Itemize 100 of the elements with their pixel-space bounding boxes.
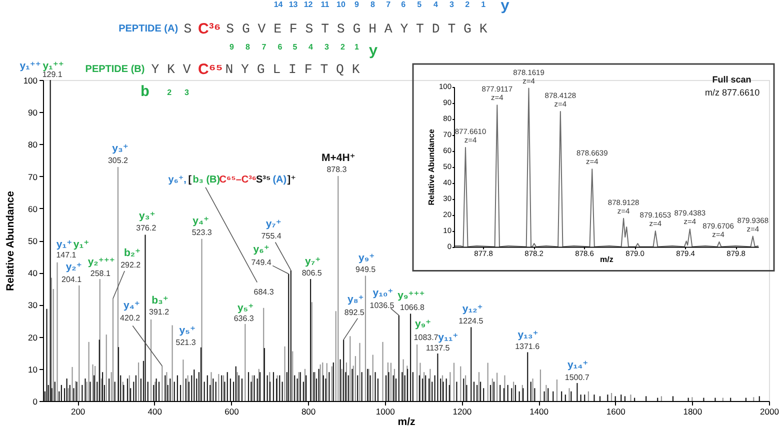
text: 1 [481,0,486,9]
annotation: 305.2 [108,156,129,165]
x-tick-label: 1400 [530,406,549,416]
y-tick-label: 70 [28,172,38,182]
y-tick-label: 10 [28,364,38,374]
annotation: 376.2 [136,224,157,233]
annotation: y₂⁺ [66,261,82,274]
annotation: y₉⁺⁺⁺ [398,290,425,302]
annotation: y₁₂⁺ [462,302,483,315]
annotation: 1083.7 [414,333,439,342]
x-tick-label: 400 [148,406,162,416]
annotation: (A) [272,174,287,186]
annotation: 1224.5 [458,316,484,326]
y-tick-label: 0 [32,396,38,406]
annotation: 1371.6 [515,342,540,352]
annotation: y₉⁺ [414,318,432,330]
annotation: 3 [184,88,190,97]
annotation: y₇⁺ [266,218,282,230]
annotation: 521.3 [176,338,196,347]
annotation: 749.4 [251,258,272,267]
annotation: y₂⁺⁺⁺ [88,256,115,268]
annotation: 292.2 [120,260,142,270]
annotation: 755.4 [261,232,282,241]
text: 7 [386,0,392,9]
annotation: 2 [167,88,172,97]
text: 10 [336,0,346,9]
text: y [500,0,510,15]
y-tick-label: 50 [28,236,38,246]
annotation: y₆⁺, [168,174,187,186]
y-tick-label: 80 [28,140,38,150]
y-axis-title: Relative Abundance [4,190,16,291]
text: y [368,43,378,60]
annotation: 204.1 [62,274,82,284]
annotation: y₆⁺ [253,244,270,256]
text: 2 [465,0,470,9]
annotation: 129.1 [42,70,63,79]
x-tick-label: 800 [301,406,316,416]
annotation: 1036.5 [370,300,395,310]
text: N Y G L I F T Q K [225,62,360,77]
y-tick-label: 100 [23,76,38,86]
annotation: ]⁺ [287,174,296,186]
annotation: y₈⁺ [348,294,364,306]
text: PEPTIDE (B) [85,64,145,75]
text: 6 [278,42,283,52]
x-axis-title: m/z [398,416,416,428]
chart-subtitle: m/z 877.6610 [705,87,760,98]
y-tick-label: 40 [28,268,38,278]
annotation: 420.2 [120,313,141,322]
y-tick-label: 90 [28,108,38,118]
annotation: b [140,84,150,101]
text: 3 [449,0,454,9]
text: 11 [320,0,330,9]
annotation: b₃ (B) [192,174,220,186]
x-tick-label: 1800 [683,406,702,416]
text: 9 [229,42,234,52]
text: 5 [417,0,422,9]
annotation: y₅⁺ [237,302,254,314]
x-axis-title: m/z [600,255,614,264]
text: S G V E F S T S G H A Y T D T G K [226,21,488,36]
text: C⁶⁵ [198,61,223,78]
annotation: C⁶⁵–C³⁶ [219,174,257,186]
text: 7 [262,42,267,52]
y-tick-label: 60 [28,204,38,214]
text: C³⁶ [198,20,221,38]
x-tick-label: 1000 [376,406,396,416]
y-tick-label: 30 [28,300,38,310]
annotation: y₃⁺ [139,210,156,222]
annotation: 684.3 [254,287,274,296]
annotation: b₃⁺ [152,294,168,306]
x-tick-label: 200 [70,406,86,416]
text: 1 [354,42,360,52]
annotation: y₁₀⁺ [372,286,394,299]
x-tick-label: 1200 [452,406,472,416]
text: 8 [245,42,250,52]
text: 4 [308,42,314,52]
x-tick-label: 600 [224,406,240,416]
text: 6 [401,0,406,9]
annotation: y₁⁺ [56,238,72,250]
x-tick-label: 1600 [606,406,626,416]
y-axis-title: Relative Abundance [426,128,436,206]
text: 2 [340,42,346,52]
annotation: 523.3 [192,228,212,237]
annotation: 258.1 [90,269,111,278]
annotation: y₄⁺ [124,300,140,312]
annotation: S³⁵ [256,174,271,186]
annotation: 1137.5 [426,343,450,352]
annotation: y₁₃⁺ [518,329,538,342]
annotation: y₁₁⁺ [438,331,458,344]
text: 9 [354,0,360,9]
annotation: y₃⁺ [112,142,128,154]
annotation: 1500.7 [564,373,590,382]
annotation: y₁⁺⁺ [42,60,64,72]
annotation: y₄⁺ [192,214,210,227]
annotation: y₉⁺ [358,252,375,264]
text: PEPTIDE (A) [118,23,178,34]
text: 4 [433,0,438,9]
text: 5 [292,42,298,52]
annotation: 892.5 [344,308,365,317]
text: 8 [370,0,376,9]
annotation: M+4H⁺ [322,152,356,164]
